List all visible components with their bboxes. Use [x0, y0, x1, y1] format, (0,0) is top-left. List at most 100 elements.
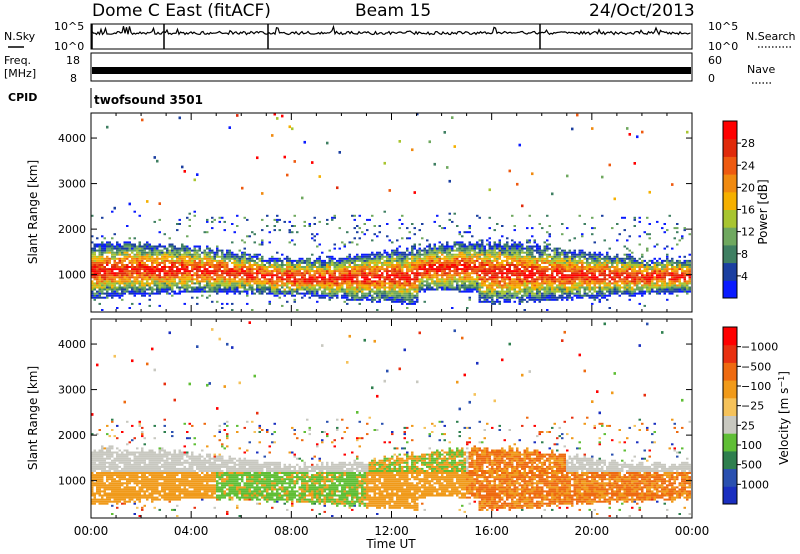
- echo-cell: [216, 280, 219, 283]
- echo-cell: [123, 259, 126, 262]
- echo-cell: [416, 300, 419, 303]
- echo-cell: [468, 253, 471, 256]
- echo-cell: [346, 294, 349, 297]
- echo-cell: [381, 294, 384, 297]
- echo-cell: [448, 278, 451, 281]
- echo-cell: [106, 286, 109, 289]
- echo-cell: [606, 261, 609, 264]
- echo-cell: [363, 282, 366, 285]
- echo-cell: [273, 225, 276, 227]
- echo-cell: [386, 278, 389, 281]
- echo-cell: [141, 294, 144, 297]
- echo-cell: [248, 272, 251, 275]
- echo-cell: [288, 125, 291, 129]
- echo-cell: [508, 294, 511, 297]
- echo-cell: [301, 268, 304, 271]
- echo-cell: [151, 259, 154, 262]
- echo-cell: [393, 294, 396, 297]
- echo-cell: [511, 296, 514, 299]
- echo-cell: [458, 241, 461, 244]
- echo-cell: [403, 253, 406, 256]
- echo-cell: [321, 294, 324, 297]
- echo-cell: [336, 288, 339, 291]
- echo-cell: [501, 264, 504, 266]
- echo-cell: [331, 216, 334, 219]
- echo-cell: [158, 231, 161, 234]
- echo-cell: [536, 282, 539, 285]
- echo-cell: [91, 272, 94, 275]
- echo-cell: [446, 259, 449, 262]
- echo-cell: [126, 247, 129, 250]
- echo-cell: [156, 268, 159, 271]
- echo-cell: [398, 270, 401, 273]
- echo-cell: [541, 257, 544, 260]
- echo-cell: [531, 290, 534, 293]
- echo-cell: [378, 288, 381, 291]
- echo-cell: [298, 272, 301, 275]
- echo-cell: [401, 298, 404, 301]
- echo-cell: [261, 282, 264, 285]
- echo-cell: [211, 216, 214, 219]
- echo-cell: [91, 294, 94, 297]
- echo-cell: [318, 294, 321, 297]
- echo-cell: [488, 249, 491, 252]
- echo-cell: [118, 276, 121, 279]
- echo-cell: [146, 200, 149, 203]
- echo-cell: [258, 278, 261, 281]
- echo-cell: [568, 296, 571, 299]
- echo-cell: [278, 276, 281, 279]
- echo-cell: [293, 160, 296, 163]
- echo-cell: [593, 253, 596, 256]
- echo-cell: [98, 243, 101, 246]
- nave-tick-top: 60: [708, 54, 722, 67]
- echo-cell: [426, 261, 429, 264]
- echo-cell: [111, 255, 114, 258]
- echo-cell: [191, 264, 194, 266]
- echo-cell: [456, 243, 459, 246]
- echo-cell: [193, 268, 196, 271]
- echo-cell: [603, 282, 606, 285]
- echo-cell: [406, 274, 409, 277]
- echo-cell: [588, 294, 591, 297]
- echo-cell: [463, 231, 466, 234]
- echo-cell: [271, 288, 274, 291]
- echo-cell: [518, 278, 521, 281]
- echo-cell: [413, 300, 416, 303]
- echo-cell: [498, 245, 501, 248]
- echo-cell: [126, 282, 129, 285]
- echo-cell: [503, 255, 506, 258]
- echo-cell: [456, 261, 459, 264]
- echo-cell: [503, 294, 506, 297]
- echo-cell: [391, 261, 394, 264]
- echo-cell: [118, 292, 121, 295]
- echo-cell: [218, 280, 221, 283]
- echo-cell: [226, 268, 229, 271]
- echo-cell: [353, 270, 356, 273]
- echo-cell: [401, 294, 404, 297]
- echo-cell: [498, 282, 501, 285]
- echo-cell: [368, 280, 371, 283]
- echo-cell: [171, 268, 174, 271]
- echo-cell: [626, 264, 629, 266]
- echo-cell: [461, 245, 464, 248]
- echo-cell: [476, 268, 479, 271]
- echo-cell: [511, 253, 514, 256]
- echo-cell: [338, 282, 341, 285]
- echo-cell: [521, 284, 524, 287]
- echo-cell: [191, 290, 194, 293]
- echo-cell: [388, 239, 391, 242]
- echo-cell: [423, 247, 426, 250]
- echo-cell: [406, 280, 409, 283]
- echo-cell: [358, 268, 361, 271]
- echo-cell: [488, 227, 491, 230]
- echo-cell: [316, 270, 319, 273]
- echo-cell: [473, 286, 476, 289]
- echo-cell: [96, 268, 99, 271]
- echo-cell: [206, 270, 209, 273]
- echo-cell: [513, 249, 516, 252]
- echo-cell: [98, 249, 101, 252]
- echo-cell: [238, 249, 241, 252]
- echo-cell: [401, 264, 404, 266]
- echo-cell: [316, 259, 319, 262]
- echo-cell: [186, 280, 189, 283]
